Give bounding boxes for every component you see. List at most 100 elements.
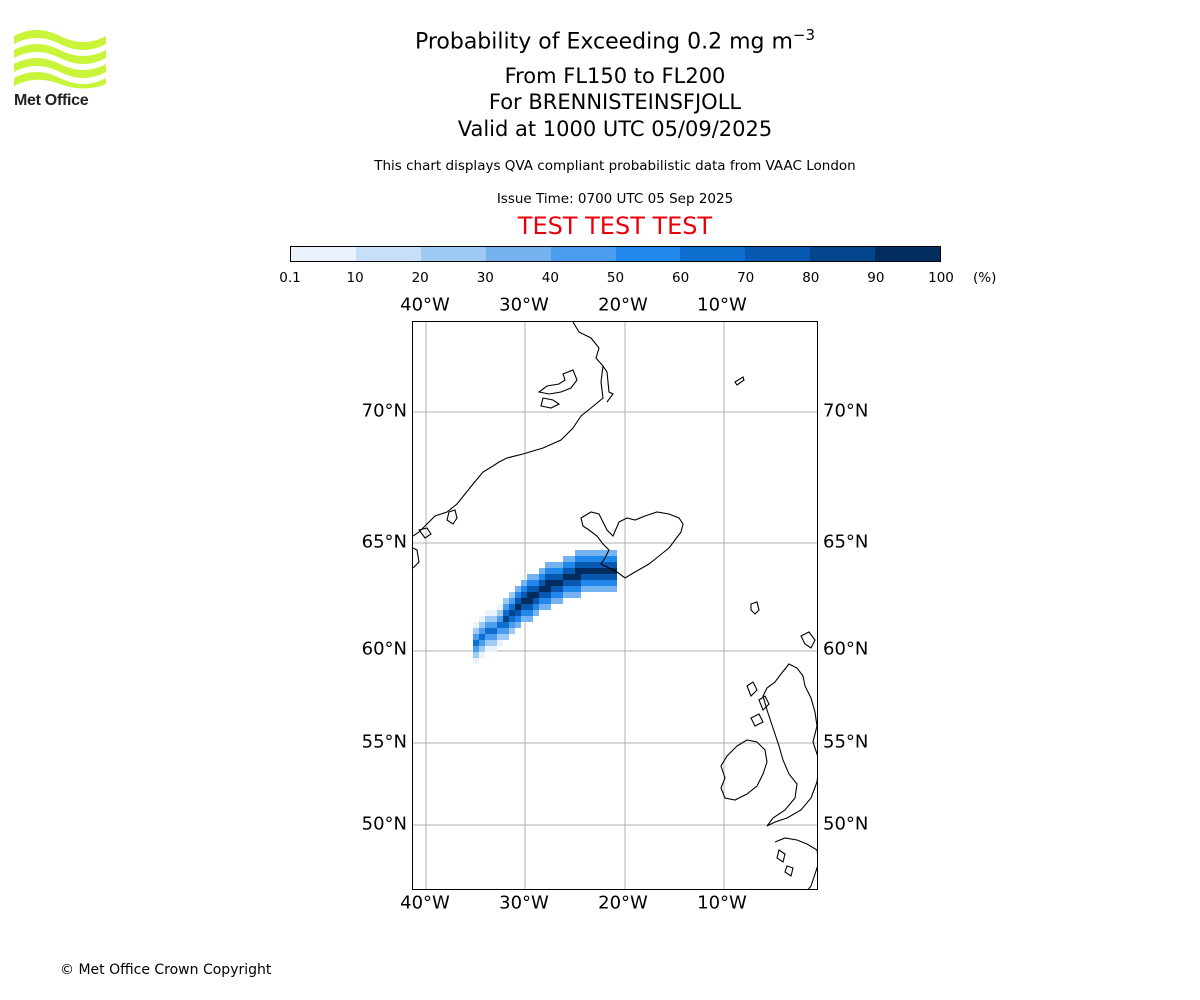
- plume-cell: [593, 568, 599, 574]
- plume-cell: [605, 556, 611, 562]
- plume-cell: [581, 562, 587, 568]
- plume-cell: [509, 592, 515, 598]
- chart-title-main: Probability of Exceeding 0.2 mg m: [414, 29, 793, 55]
- plume-cell: [599, 586, 605, 592]
- plume-cell: [491, 628, 497, 634]
- issue-time: Issue Time: 0700 UTC 05 Sep 2025: [496, 191, 734, 207]
- chart-title-exponent: −3: [792, 26, 816, 44]
- france-coast: [774, 837, 817, 889]
- plume-cell: [527, 604, 533, 610]
- plume-cell: [557, 574, 563, 580]
- plume-cell: [563, 556, 569, 562]
- plume-cell: [551, 568, 557, 574]
- plume-cell: [527, 610, 533, 616]
- plume-cell: [575, 556, 581, 562]
- plume-cell: [539, 604, 545, 610]
- plume-cell: [587, 568, 593, 574]
- plume-cell: [509, 610, 515, 616]
- plume-cell: [587, 556, 593, 562]
- met-office-waves-icon: [14, 30, 106, 89]
- colorbar-segment: [485, 247, 551, 261]
- coastlines: [413, 322, 817, 889]
- plume-cell: [527, 586, 533, 592]
- plume-cell: [527, 598, 533, 604]
- lat-label-left: 50°N: [361, 813, 407, 835]
- plume-cell: [485, 646, 491, 652]
- plume-cell: [521, 592, 527, 598]
- plume-cell: [611, 550, 617, 556]
- plume-cell: [593, 562, 599, 568]
- plume-cell: [551, 598, 557, 604]
- colorbar-segment: [550, 247, 616, 261]
- plume-cell: [545, 562, 551, 568]
- plume-cell: [497, 604, 503, 610]
- colorbar-segment: [615, 247, 681, 261]
- plume-cell: [509, 604, 515, 610]
- info-text: This chart displays QVA compliant probab…: [374, 158, 856, 174]
- plume-cell: [503, 604, 509, 610]
- plume-cell: [509, 598, 515, 604]
- plume-cell: [533, 580, 539, 586]
- colorbar-tick-label: 70: [737, 270, 755, 286]
- plume-cell: [497, 628, 503, 634]
- plume-cell: [605, 586, 611, 592]
- plume-cell: [557, 598, 563, 604]
- plume-cell: [515, 604, 521, 610]
- plume-cell: [569, 580, 575, 586]
- plume-cell: [557, 586, 563, 592]
- lon-label-top: 40°W: [400, 294, 450, 316]
- plume-cell: [491, 640, 497, 646]
- plume-cell: [515, 610, 521, 616]
- lat-label-right: 50°N: [823, 813, 869, 835]
- volcano-name: For BRENNISTEINSFJOLL: [488, 90, 742, 114]
- plume-cell: [473, 658, 479, 664]
- plume-cell: [545, 592, 551, 598]
- plume-cell: [545, 580, 551, 586]
- plume-cell: [569, 586, 575, 592]
- plume-cell: [479, 634, 485, 640]
- lat-label-right: 60°N: [823, 638, 869, 660]
- plume-cell: [593, 574, 599, 580]
- plume-cell: [545, 568, 551, 574]
- plume-cell: [509, 628, 515, 634]
- plume-cell: [551, 562, 557, 568]
- plume-cell: [545, 586, 551, 592]
- plume-cell: [509, 622, 515, 628]
- colorbar-tick-label: 10: [346, 270, 364, 286]
- plume-cell: [593, 580, 599, 586]
- plume-cell: [551, 586, 557, 592]
- iceland-coast: [580, 511, 684, 579]
- plume-cell: [503, 634, 509, 640]
- plume-cell: [557, 592, 563, 598]
- plume-cell: [539, 598, 545, 604]
- lon-label-top: 20°W: [598, 294, 648, 316]
- flight-level-range: From FL150 to FL200: [504, 64, 726, 88]
- plume-cell: [545, 598, 551, 604]
- chart-title: Probability of Exceeding 0.2 mg m−3: [0, 26, 1200, 54]
- plume-cell: [581, 574, 587, 580]
- test-banner: TEST TEST TEST: [517, 212, 713, 240]
- plume-cell: [533, 592, 539, 598]
- plume-cell: [527, 616, 533, 622]
- plume-cell: [491, 622, 497, 628]
- plume-cell: [497, 616, 503, 622]
- met-office-logo: Met Office: [14, 30, 106, 112]
- plume-cell: [563, 586, 569, 592]
- plume-cell: [599, 580, 605, 586]
- plume-cell: [593, 556, 599, 562]
- plume-cell: [533, 574, 539, 580]
- plume-cell: [599, 556, 605, 562]
- plume-cell: [491, 646, 497, 652]
- plume-cell: [503, 622, 509, 628]
- plume-cell: [521, 598, 527, 604]
- colorbar-tick-label: 40: [541, 270, 559, 286]
- jan-mayen-coast: [734, 376, 745, 386]
- plume-cell: [533, 610, 539, 616]
- plume-cell: [479, 622, 485, 628]
- plume-cell: [521, 580, 527, 586]
- plume-cell: [527, 574, 533, 580]
- plume-cell: [515, 592, 521, 598]
- plume-cell: [515, 586, 521, 592]
- plume-cell: [485, 610, 491, 616]
- plume-cell: [575, 580, 581, 586]
